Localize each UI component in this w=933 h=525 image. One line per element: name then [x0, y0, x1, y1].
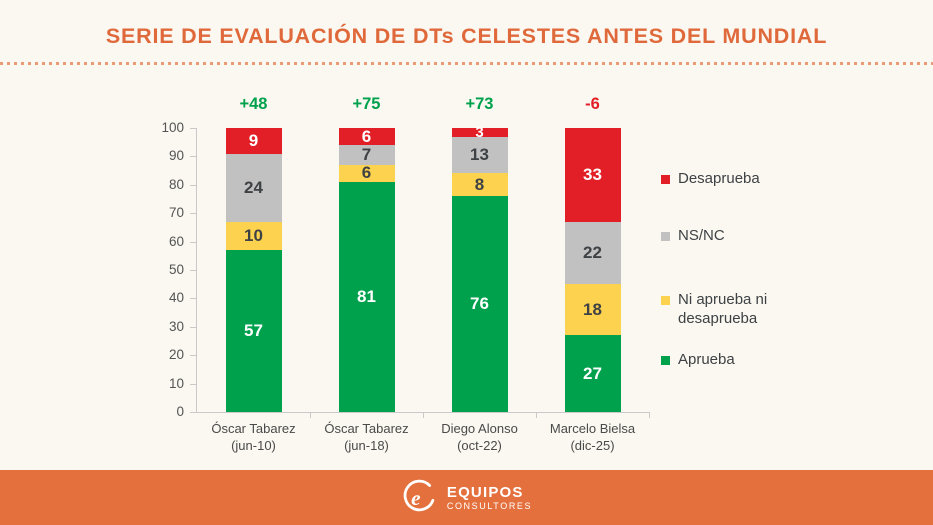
y-axis-tick — [190, 412, 196, 413]
bar-value-label: 3 — [475, 123, 484, 141]
legend-swatch-ni-aprueba-ni-desaprueba — [661, 296, 670, 305]
legend-item-desaprueba: Desaprueba — [661, 170, 798, 189]
x-axis-label-name: Marcelo Bielsa — [549, 421, 636, 436]
brand-subtitle: CONSULTORES — [446, 501, 533, 512]
bar-segment-desaprueba: 6 — [338, 126, 395, 146]
bar-segment-desaprueba: 33 — [564, 128, 621, 222]
x-axis-label-period: (dic-25) — [570, 437, 615, 453]
x-axis-label: Óscar Tabarez (jun-18) — [305, 421, 429, 455]
y-axis-tick — [190, 156, 196, 158]
bar-segment-ns-nc: 7 — [338, 144, 395, 165]
y-axis-tick — [190, 270, 196, 271]
y-axis-tick — [190, 241, 196, 243]
bar-segment-ni-aprueba-ni-desaprueba: 18 — [564, 284, 621, 336]
net-change-label: +73 — [465, 95, 494, 113]
x-axis-tick — [310, 412, 311, 418]
bar-value-label: 22 — [583, 242, 602, 262]
y-axis-tick-label: 100 — [161, 120, 184, 135]
legend-item-ns-nc: NS/NC — [661, 227, 798, 246]
y-axis-tick — [190, 326, 196, 328]
bar-value-label: 27 — [583, 363, 602, 383]
y-axis-tick-label: 20 — [168, 347, 184, 363]
y-axis-tick-label: 80 — [168, 176, 184, 192]
net-change-label: +48 — [239, 95, 268, 113]
bar-value-label: 81 — [357, 286, 376, 306]
brand-name: EQUIPOS — [446, 483, 524, 501]
bar-segment-ni-aprueba-ni-desaprueba: 6 — [338, 163, 395, 183]
bar-segment-ni-aprueba-ni-desaprueba: 10 — [225, 221, 282, 251]
bar-segment-ns-nc: 22 — [564, 221, 621, 285]
y-axis-tick — [190, 184, 196, 186]
y-axis-tick — [190, 213, 196, 215]
x-axis-tick — [423, 412, 424, 418]
bar-value-label: 13 — [470, 144, 489, 164]
bar-segment-aprueba: 57 — [225, 250, 282, 412]
bar-value-label: 33 — [583, 164, 602, 184]
y-axis-tick-label: 70 — [168, 205, 184, 221]
net-change-label: -6 — [585, 95, 600, 113]
y-axis-tick — [190, 355, 196, 357]
x-axis-label-period: (jun-18) — [344, 437, 389, 453]
bar-segment-aprueba: 76 — [451, 196, 508, 412]
legend-swatch-desaprueba — [661, 175, 670, 184]
bar-value-label: 9 — [248, 130, 259, 150]
bar-segment-ni-aprueba-ni-desaprueba: 8 — [451, 173, 508, 197]
y-axis-tick-label: 50 — [168, 262, 184, 277]
bar-value-label: 57 — [244, 321, 263, 341]
x-axis-label: Marcelo Bielsa (dic-25) — [531, 421, 655, 455]
x-axis-label: Diego Alonso (oct-22) — [418, 421, 542, 455]
footer-brand-bar: e EQUIPOS CONSULTORES — [0, 470, 933, 525]
bar-value-label: 6 — [361, 126, 372, 146]
y-axis-tick — [190, 128, 196, 129]
legend-label: Aprueba — [678, 351, 735, 368]
bar-segment-ns-nc: 24 — [225, 153, 282, 222]
bar-value-label: 6 — [361, 163, 372, 183]
legend-item-ni-aprueba-ni-desaprueba: Ni aprueba ni desaprueba — [661, 291, 798, 329]
bar-value-label: 76 — [470, 294, 489, 314]
x-axis-label-period: (jun-10) — [231, 437, 276, 453]
brand-text: EQUIPOS CONSULTORES — [447, 484, 532, 511]
bar-value-label: 8 — [474, 174, 485, 194]
x-axis-tick — [536, 412, 537, 418]
bar-value-label: 24 — [244, 177, 263, 197]
equipos-e-icon: e — [403, 479, 435, 512]
x-axis-label-name: Óscar Tabarez — [211, 421, 296, 436]
legend-label: Desaprueba — [678, 170, 760, 187]
legend-item-aprueba: Aprueba — [661, 351, 798, 370]
y-axis-tick-label: 30 — [168, 318, 184, 334]
y-axis-tick-label: 10 — [168, 375, 184, 391]
bar-segment-ns-nc: 13 — [451, 136, 508, 174]
x-axis-tick — [649, 412, 650, 418]
bar-value-label: 10 — [244, 225, 263, 245]
legend-label: NS/NC — [678, 227, 725, 244]
y-axis-tick-label: 0 — [176, 404, 184, 419]
y-axis-tick-label: 40 — [168, 290, 184, 306]
bar-segment-desaprueba: 3 — [451, 123, 508, 141]
y-axis-line — [196, 128, 197, 412]
legend-swatch-ns-nc — [661, 232, 670, 241]
net-change-label: +75 — [352, 95, 381, 113]
bar-segment-aprueba: 27 — [564, 335, 621, 412]
y-axis-tick — [190, 383, 196, 385]
x-axis-label-name: Diego Alonso — [441, 421, 518, 436]
bar-segment-aprueba: 81 — [338, 181, 395, 412]
y-axis-tick — [190, 298, 196, 300]
page-title: SERIE DE EVALUACIÓN DE DTs CELESTES ANTE… — [105, 24, 828, 48]
svg-text:e: e — [411, 486, 420, 510]
y-axis-tick-label: 90 — [168, 148, 184, 164]
title-divider — [0, 62, 933, 65]
x-axis-label: Óscar Tabarez (jun-10) — [192, 421, 316, 455]
x-axis-label-period: (oct-22) — [457, 437, 502, 453]
bar-value-label: 18 — [583, 299, 602, 319]
bar-segment-desaprueba: 9 — [225, 128, 282, 154]
legend-label: Ni aprueba ni desaprueba — [678, 291, 768, 327]
bar-value-label: 7 — [361, 144, 372, 164]
y-axis-tick-label: 60 — [168, 233, 184, 249]
x-axis-label-name: Óscar Tabarez — [324, 421, 409, 436]
legend-swatch-aprueba — [661, 356, 670, 365]
